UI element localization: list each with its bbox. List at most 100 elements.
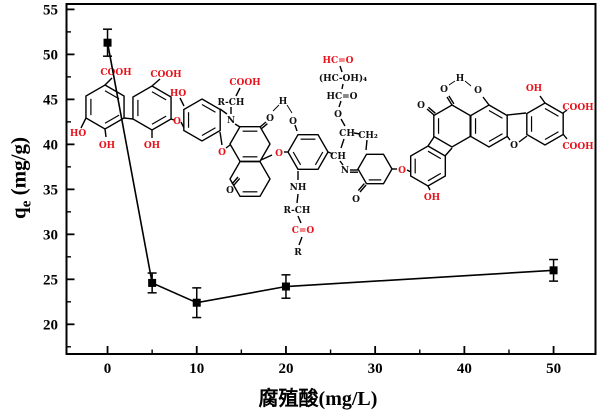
y-axis-title-subscript: e (18, 200, 35, 208)
bond (341, 83, 344, 90)
axes: 0 10 20 30 40 50 55 50 45 40 35 30 25 20 (43, 2, 597, 377)
bond (539, 95, 546, 104)
x-tick-label: 30 (368, 361, 383, 377)
data-point-marker (103, 38, 112, 47)
bond (272, 104, 280, 112)
bond (151, 78, 161, 87)
bond (339, 65, 343, 73)
chem-label: CH (330, 152, 346, 162)
chem-label: HC=O (322, 56, 353, 66)
data-point-marker (192, 298, 201, 307)
bond (464, 80, 472, 87)
chem-label: O (398, 166, 406, 176)
chem-label: CH₂ (358, 131, 378, 141)
chem-label: R-CH (284, 206, 311, 216)
bond (259, 121, 267, 128)
chem-label: COOH (562, 103, 594, 113)
y-axis-title-units: (mg/g) (6, 137, 31, 201)
aromatic-double-bond (544, 131, 559, 141)
bond (338, 100, 342, 108)
aromatic-double-bond (427, 172, 442, 182)
x-tick-label: 50 (546, 361, 561, 377)
bond-double (260, 123, 268, 130)
aromatic-double-bond (314, 151, 324, 166)
aromatic-double-bond (488, 109, 503, 119)
data-point-marker (281, 282, 290, 291)
bond (444, 147, 453, 157)
aromatic-double-bond (292, 151, 302, 166)
bond (448, 80, 456, 86)
bond (260, 154, 273, 161)
bond (562, 109, 568, 114)
bond (296, 193, 299, 204)
chem-label: H (456, 74, 465, 84)
benzene-ring (357, 153, 393, 185)
bond (170, 118, 175, 121)
bond (219, 131, 223, 146)
bond (298, 236, 303, 246)
benzene-ring (183, 98, 221, 142)
benzene-ring (287, 133, 329, 171)
aromatic-double-bond (201, 103, 216, 113)
chem-label: R-CH (218, 98, 245, 108)
chem-label: (HC-OH)₄ (319, 73, 367, 84)
x-tick-label: 20 (278, 361, 293, 377)
chem-label: CH (339, 129, 355, 139)
chem-label: N (341, 166, 349, 176)
y-tick-label: 35 (43, 182, 58, 198)
x-tick-label: 0 (104, 361, 112, 377)
chem-label: O (440, 85, 448, 95)
bond (427, 136, 435, 147)
chem-label: HO (70, 129, 87, 139)
aromatic-double-bond (104, 90, 120, 100)
aromatic-double-bond (104, 114, 120, 124)
bond (427, 185, 431, 191)
aromatic-double-bond (544, 107, 559, 117)
bond (179, 97, 185, 107)
x-tick-label: 10 (189, 361, 204, 377)
chem-label: O (218, 148, 226, 158)
bond (123, 117, 134, 120)
bond (219, 108, 228, 115)
chem-label: HO (170, 89, 187, 99)
bond (482, 96, 490, 106)
bond (104, 77, 113, 86)
bond (359, 184, 367, 193)
y-tick-label: 20 (43, 317, 58, 333)
bond (506, 112, 527, 116)
benzene-ring (433, 104, 471, 148)
chem-label: O (226, 186, 234, 196)
data-point-marker (549, 266, 558, 275)
chem-label: O (173, 117, 181, 127)
chem-label: N (227, 116, 235, 126)
y-tick-label: 30 (43, 227, 58, 243)
bond (506, 135, 511, 141)
chem-label: COOH (150, 70, 182, 80)
bond (180, 121, 185, 129)
chem-label: HC=O (326, 92, 357, 102)
chem-label: NH (290, 183, 307, 193)
bond (231, 176, 239, 185)
benzene-ring (470, 104, 508, 148)
bond (340, 138, 345, 149)
chem-label: O (510, 141, 518, 151)
bond (80, 117, 87, 129)
chem-label: COOH (229, 78, 261, 88)
chem-label: OH (526, 84, 543, 94)
data-series (103, 28, 559, 319)
chem-label: COOH (562, 142, 594, 152)
bond (426, 108, 435, 116)
bond (297, 215, 302, 224)
y-axis-title-symbol: q (6, 207, 31, 219)
bond-double (233, 177, 241, 186)
chem-label: O (275, 149, 283, 159)
data-point-marker (148, 278, 157, 287)
benzene-ring (229, 125, 271, 163)
benzene-ring (132, 85, 172, 131)
chem-label: H (279, 97, 288, 107)
benzene-ring (409, 145, 447, 187)
benzene-ring (85, 84, 125, 130)
bond (225, 144, 231, 149)
